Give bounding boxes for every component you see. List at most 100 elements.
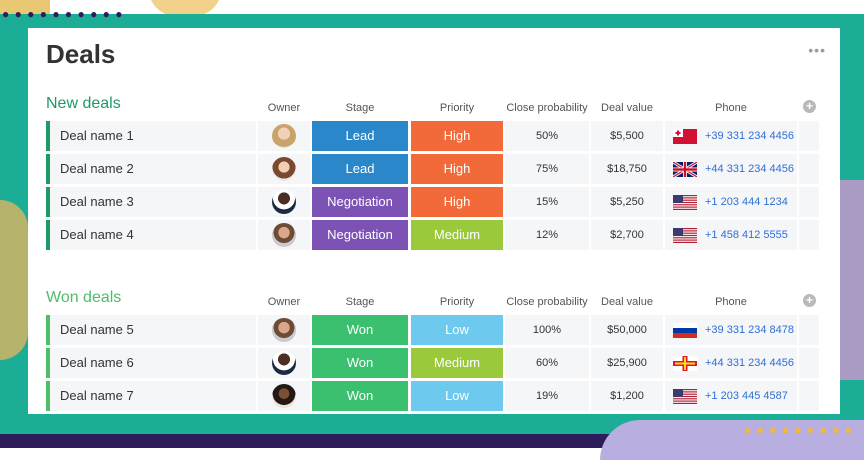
- priority-status[interactable]: High: [411, 121, 503, 151]
- deal-value[interactable]: $1,200: [591, 381, 663, 411]
- close-probability[interactable]: 60%: [505, 348, 589, 378]
- group-new-deals: New deals Owner Stage Priority Close probabi…: [46, 95, 822, 253]
- priority-status[interactable]: High: [411, 154, 503, 184]
- group-header: Won deals Owner Stage Priority Close probabi…: [46, 289, 822, 315]
- deal-name[interactable]: Deal name 4: [46, 220, 256, 250]
- owner-cell[interactable]: [258, 187, 310, 217]
- table-row: Deal name 1 Lead High 50% $5,500 +39 331…: [46, 121, 822, 151]
- priority-status[interactable]: Medium: [411, 348, 503, 378]
- close-probability[interactable]: 75%: [505, 154, 589, 184]
- phone-cell[interactable]: +44 331 234 4456: [665, 154, 797, 184]
- deal-name[interactable]: Deal name 3: [46, 187, 256, 217]
- deal-value[interactable]: $25,900: [591, 348, 663, 378]
- decorative-shape: [150, 0, 220, 18]
- owner-cell[interactable]: [258, 154, 310, 184]
- column-header[interactable]: Close probability: [506, 296, 588, 308]
- close-probability[interactable]: 19%: [505, 381, 589, 411]
- deal-value[interactable]: $5,500: [591, 121, 663, 151]
- column-header[interactable]: Phone: [715, 296, 747, 308]
- owner-cell[interactable]: [258, 381, 310, 411]
- add-column-icon[interactable]: +: [803, 100, 816, 113]
- stage-status[interactable]: Lead: [312, 154, 408, 184]
- column-header[interactable]: Priority: [439, 102, 475, 114]
- stage-status[interactable]: Negotiation: [312, 187, 408, 217]
- close-probability[interactable]: 12%: [505, 220, 589, 250]
- owner-cell[interactable]: [258, 315, 310, 345]
- empty-cell: [799, 220, 819, 250]
- deal-name[interactable]: Deal name 5: [46, 315, 256, 345]
- empty-cell: [799, 121, 819, 151]
- column-header[interactable]: Deal value: [601, 102, 653, 114]
- column-header[interactable]: Stage: [345, 102, 375, 114]
- stage-status[interactable]: Won: [312, 315, 408, 345]
- empty-cell: [799, 348, 819, 378]
- deal-value[interactable]: $5,250: [591, 187, 663, 217]
- tonga-flag-icon: [673, 129, 697, 144]
- more-horizontal-icon[interactable]: •••: [808, 42, 826, 58]
- column-header[interactable]: Owner: [267, 102, 301, 114]
- avatar: [272, 157, 296, 181]
- avatar: [272, 190, 296, 214]
- close-probability[interactable]: 100%: [505, 315, 589, 345]
- phone-cell[interactable]: +1 458 412 5555: [665, 220, 797, 250]
- phone-number[interactable]: +1 203 444 1234: [705, 196, 788, 208]
- table-row: Deal name 2 Lead High 75% $18,750 +44 33…: [46, 154, 822, 184]
- avatar: [272, 318, 296, 342]
- priority-status[interactable]: Low: [411, 381, 503, 411]
- phone-cell[interactable]: +39 331 234 4456: [665, 121, 797, 151]
- stage-status[interactable]: Won: [312, 381, 408, 411]
- group-header: New deals Owner Stage Priority Close probabi…: [46, 95, 822, 121]
- phone-number[interactable]: +39 331 234 8478: [705, 324, 795, 336]
- group-title[interactable]: New deals: [46, 95, 121, 112]
- column-header[interactable]: Close probability: [506, 102, 588, 114]
- deal-value[interactable]: $2,700: [591, 220, 663, 250]
- close-probability[interactable]: 15%: [505, 187, 589, 217]
- phone-number[interactable]: +44 331 234 4456: [705, 357, 795, 369]
- table-row: Deal name 3 Negotiation High 15% $5,250 …: [46, 187, 822, 217]
- guernsey-flag-icon: [673, 356, 697, 371]
- owner-cell[interactable]: [258, 220, 310, 250]
- deal-value[interactable]: $18,750: [591, 154, 663, 184]
- priority-status[interactable]: Medium: [411, 220, 503, 250]
- add-column-icon[interactable]: +: [803, 294, 816, 307]
- deal-value[interactable]: $50,000: [591, 315, 663, 345]
- phone-number[interactable]: +1 458 412 5555: [705, 229, 788, 241]
- decorative-shape: [0, 200, 28, 360]
- deal-name[interactable]: Deal name 6: [46, 348, 256, 378]
- table-row: Deal name 6 Won Medium 60% $25,900 +44 3…: [46, 348, 822, 378]
- phone-number[interactable]: +39 331 234 4456: [705, 130, 795, 142]
- deal-name[interactable]: Deal name 1: [46, 121, 256, 151]
- group-won-deals: Won deals Owner Stage Priority Close probabi…: [46, 289, 822, 414]
- column-header[interactable]: Deal value: [601, 296, 653, 308]
- group-title[interactable]: Won deals: [46, 289, 122, 306]
- column-header[interactable]: Stage: [345, 296, 375, 308]
- table-row: Deal name 5 Won Low 100% $50,000 +39 331…: [46, 315, 822, 345]
- column-header[interactable]: Priority: [439, 296, 475, 308]
- phone-cell[interactable]: +44 331 234 4456: [665, 348, 797, 378]
- phone-cell[interactable]: +1 203 445 4587: [665, 381, 797, 411]
- phone-number[interactable]: +1 203 445 4587: [705, 390, 788, 402]
- stage-status[interactable]: Won: [312, 348, 408, 378]
- avatar: [272, 384, 296, 408]
- decorative-dots: ● ● ● ● ● ● ● ● ● ●: [2, 7, 124, 21]
- stage-status[interactable]: Lead: [312, 121, 408, 151]
- decorative-dots: ● ● ● ● ● ● ● ● ●: [744, 423, 853, 437]
- owner-cell[interactable]: [258, 121, 310, 151]
- phone-cell[interactable]: +1 203 444 1234: [665, 187, 797, 217]
- page-title: Deals: [46, 39, 116, 69]
- phone-number[interactable]: +44 331 234 4456: [705, 163, 795, 175]
- priority-status[interactable]: Low: [411, 315, 503, 345]
- stage-status[interactable]: Negotiation: [312, 220, 408, 250]
- close-probability[interactable]: 50%: [505, 121, 589, 151]
- decorative-shape: [840, 180, 864, 380]
- table-row: Deal name 4 Negotiation Medium 12% $2,70…: [46, 220, 822, 250]
- deal-name[interactable]: Deal name 2: [46, 154, 256, 184]
- russia-flag-icon: [673, 323, 697, 338]
- priority-status[interactable]: High: [411, 187, 503, 217]
- column-header[interactable]: Phone: [715, 102, 747, 114]
- deal-name[interactable]: Deal name 7: [46, 381, 256, 411]
- phone-cell[interactable]: +39 331 234 8478: [665, 315, 797, 345]
- owner-cell[interactable]: [258, 348, 310, 378]
- column-header[interactable]: Owner: [267, 296, 301, 308]
- table-row: Deal name 7 Won Low 19% $1,200 +1 203 44…: [46, 381, 822, 411]
